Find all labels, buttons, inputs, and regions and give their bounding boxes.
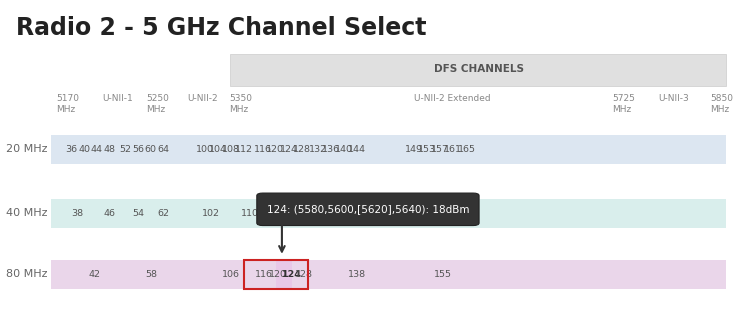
Text: 54: 54 bbox=[132, 209, 144, 218]
FancyBboxPatch shape bbox=[51, 135, 726, 164]
FancyBboxPatch shape bbox=[51, 260, 726, 289]
Text: 128: 128 bbox=[293, 145, 311, 154]
FancyBboxPatch shape bbox=[276, 261, 292, 288]
Text: 138: 138 bbox=[347, 270, 366, 279]
Text: 64: 64 bbox=[158, 145, 170, 154]
FancyBboxPatch shape bbox=[51, 199, 726, 228]
Text: 124: 124 bbox=[280, 145, 298, 154]
Text: 52: 52 bbox=[120, 145, 132, 154]
FancyBboxPatch shape bbox=[257, 193, 479, 226]
Text: 5850
MHz: 5850 MHz bbox=[711, 95, 733, 114]
Text: 140: 140 bbox=[335, 145, 353, 154]
Text: 124: (5580,5600,[5620],5640): 18dBm: 124: (5580,5600,[5620],5640): 18dBm bbox=[266, 204, 469, 214]
Text: 132: 132 bbox=[309, 145, 327, 154]
Text: 58: 58 bbox=[145, 270, 157, 279]
Text: 5725
MHz: 5725 MHz bbox=[612, 95, 635, 114]
Text: U-NII-1: U-NII-1 bbox=[103, 95, 133, 103]
Text: 153: 153 bbox=[418, 145, 436, 154]
Text: 100: 100 bbox=[196, 145, 214, 154]
Text: 151: 151 bbox=[418, 209, 436, 218]
Text: 116 120: 116 120 bbox=[274, 209, 312, 218]
Text: 60: 60 bbox=[144, 145, 156, 154]
Text: 136: 136 bbox=[322, 145, 340, 154]
Text: U-NII-2: U-NII-2 bbox=[187, 95, 218, 103]
Text: 20 MHz: 20 MHz bbox=[7, 144, 48, 154]
Text: 126: 126 bbox=[304, 209, 321, 218]
Text: 40 MHz: 40 MHz bbox=[7, 208, 48, 218]
Text: 80 MHz: 80 MHz bbox=[7, 269, 48, 279]
Text: Radio 2 - 5 GHz Channel Select: Radio 2 - 5 GHz Channel Select bbox=[16, 16, 426, 40]
Text: 116: 116 bbox=[255, 270, 273, 279]
Text: 38: 38 bbox=[71, 209, 83, 218]
Text: 110: 110 bbox=[241, 209, 260, 218]
Text: 5250
MHz: 5250 MHz bbox=[146, 95, 169, 114]
Text: 102: 102 bbox=[202, 209, 220, 218]
Text: 5350
MHz: 5350 MHz bbox=[229, 95, 252, 114]
Text: 104: 104 bbox=[209, 145, 227, 154]
FancyBboxPatch shape bbox=[230, 54, 726, 86]
Text: 46: 46 bbox=[103, 209, 115, 218]
Text: 42: 42 bbox=[89, 270, 100, 279]
Text: 112: 112 bbox=[235, 145, 254, 154]
Text: 157: 157 bbox=[431, 145, 449, 154]
Text: 48: 48 bbox=[103, 145, 115, 154]
Text: 120: 120 bbox=[266, 145, 284, 154]
Text: U-NII-2 Extended: U-NII-2 Extended bbox=[414, 95, 491, 103]
Text: 5170
MHz: 5170 MHz bbox=[56, 95, 79, 114]
Text: 106: 106 bbox=[222, 270, 240, 279]
Text: 144: 144 bbox=[348, 145, 366, 154]
Text: 159: 159 bbox=[450, 209, 468, 218]
Text: 142: 142 bbox=[362, 209, 379, 218]
Text: 44: 44 bbox=[91, 145, 103, 154]
Text: 40: 40 bbox=[78, 145, 90, 154]
Text: 149: 149 bbox=[405, 145, 423, 154]
Text: 56: 56 bbox=[132, 145, 144, 154]
Text: 161: 161 bbox=[444, 145, 462, 154]
Text: 36: 36 bbox=[65, 145, 77, 154]
Text: 108: 108 bbox=[222, 145, 240, 154]
Text: 62: 62 bbox=[158, 209, 170, 218]
Text: 165: 165 bbox=[458, 145, 476, 154]
Text: 120: 120 bbox=[269, 270, 286, 279]
Text: U-NII-3: U-NII-3 bbox=[658, 95, 689, 103]
Text: 116: 116 bbox=[254, 145, 272, 154]
Text: 128: 128 bbox=[295, 270, 313, 279]
Text: 134: 134 bbox=[333, 209, 352, 218]
Text: DFS CHANNELS: DFS CHANNELS bbox=[434, 64, 524, 74]
Text: 124: 124 bbox=[282, 270, 302, 279]
Text: 155: 155 bbox=[434, 270, 452, 279]
